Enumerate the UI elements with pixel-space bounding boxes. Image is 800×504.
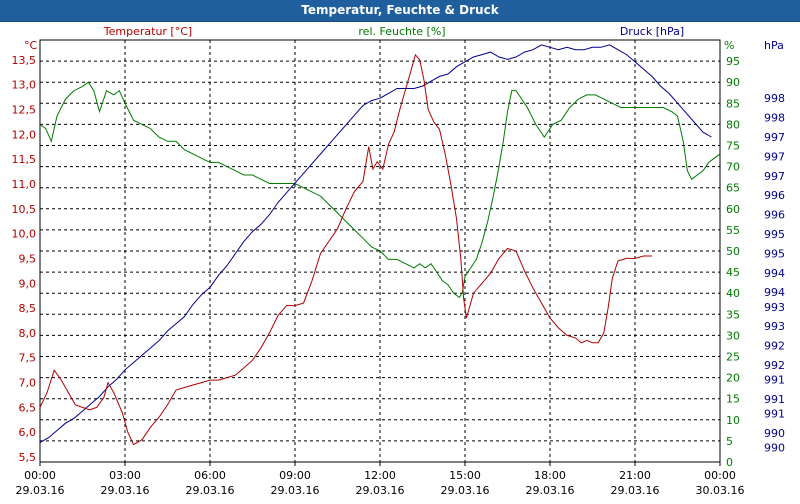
left-axis-tick-label: 11,5 <box>12 153 37 166</box>
right-axis-tick-label: 997 <box>764 131 785 144</box>
middle-axis-tick-label: 30 <box>726 329 740 342</box>
left-axis-tick-label: 7,5 <box>19 352 37 365</box>
middle-axis-tick-label: 65 <box>726 182 740 195</box>
left-axis-tick-label: 8,5 <box>19 302 37 315</box>
right-axis-tick-label: 998 <box>764 112 785 125</box>
right-axis-tick-label: 992 <box>764 340 785 353</box>
left-axis-tick-label: 12,5 <box>12 104 37 117</box>
left-axis-tick-label: 13,5 <box>12 54 37 67</box>
middle-axis-tick-label: 80 <box>726 118 740 131</box>
middle-axis-label: rel. Feuchte [%] <box>358 25 445 38</box>
middle-axis-tick-label: 55 <box>726 224 740 237</box>
chart-title: Temperatur, Feuchte & Druck <box>301 3 499 17</box>
x-axis-tick-date: 29.03.16 <box>271 484 320 497</box>
right-axis-tick-label: 993 <box>764 320 785 333</box>
pressure-series-line <box>39 44 712 444</box>
right-axis-tick-label: 995 <box>764 247 785 260</box>
middle-axis-tick-label: 95 <box>726 55 740 68</box>
left-axis-ticks: 5,5 6,0 6,5 7,0 7,5 8,0 8,5 9,0 9,5 10,0 10,5 11,0 1… <box>12 54 37 464</box>
middle-axis-tick-label: 40 <box>726 287 740 300</box>
right-axis-tick-label: 997 <box>764 150 785 163</box>
x-axis-tick-time: 03:00 <box>109 469 141 482</box>
right-axis-tick-label: 997 <box>764 170 785 183</box>
chart-svg: °C Temperatur [°C] rel. Feuchte [%] Druc… <box>12 25 786 497</box>
middle-axis-tick-label: 15 <box>726 393 740 406</box>
right-axis-tick-label: 991 <box>764 374 785 387</box>
left-axis-tick-label: 12,0 <box>12 128 37 141</box>
left-axis-label: Temperatur [°C] <box>103 25 192 38</box>
middle-axis-tick-label: 10 <box>726 414 740 427</box>
middle-axis-tick-label: 0 <box>726 456 733 469</box>
x-axis-tick-time: 21:00 <box>619 469 651 482</box>
right-axis-ticks: 9909909919919919929929939939949949959959… <box>764 92 785 454</box>
x-axis-tick-time: 18:00 <box>534 469 566 482</box>
left-axis-tick-label: 6,5 <box>19 401 37 414</box>
humidity-series-line <box>39 81 721 299</box>
x-axis-tick-time: 06:00 <box>194 469 226 482</box>
middle-axis-tick-label: 50 <box>726 245 740 258</box>
left-axis-tick-label: 11,0 <box>12 178 37 191</box>
x-axis-tick-time: 00:00 <box>704 469 736 482</box>
chart-title-bar: Temperatur, Feuchte & Druck <box>0 0 800 22</box>
right-axis-tick-label: 994 <box>764 286 785 299</box>
middle-axis-tick-label: 85 <box>726 97 740 110</box>
right-axis-tick-label: 992 <box>764 359 785 372</box>
x-axis-tick-time: 09:00 <box>279 469 311 482</box>
right-axis-tick-label: 993 <box>764 301 785 314</box>
middle-axis-tick-label: 60 <box>726 203 740 216</box>
middle-axis-tick-label: 35 <box>726 308 740 321</box>
chart-area: °C Temperatur [°C] rel. Feuchte [%] Druc… <box>0 22 800 500</box>
series-layer <box>39 44 721 446</box>
right-axis-tick-label: 996 <box>764 189 785 202</box>
x-axis-tick-date: 30.03.16 <box>696 484 745 497</box>
x-axis-tick-date: 29.03.16 <box>611 484 660 497</box>
middle-axis-tick-label: 75 <box>726 140 740 153</box>
x-axis-tick-time: 12:00 <box>364 469 396 482</box>
right-axis-tick-label: 991 <box>764 407 785 420</box>
x-axis-tick-date: 29.03.16 <box>441 484 490 497</box>
right-axis-tick-label: 995 <box>764 228 785 241</box>
left-axis-tick-label: 8,0 <box>19 327 37 340</box>
right-axis-tick-label: 994 <box>764 267 785 280</box>
left-axis-tick-label: 9,5 <box>19 252 37 265</box>
right-axis-tick-label: 991 <box>764 393 785 406</box>
right-axis-tick-label: 990 <box>764 427 785 440</box>
middle-axis-tick-label: 45 <box>726 266 740 279</box>
left-axis-unit: °C <box>24 39 38 52</box>
x-axis-tick-date: 29.03.16 <box>526 484 575 497</box>
left-axis-tick-label: 5,5 <box>19 451 37 464</box>
x-axis-tick-date: 29.03.16 <box>101 484 150 497</box>
middle-axis-tick-label: 70 <box>726 161 740 174</box>
left-axis-tick-label: 13,0 <box>12 79 37 92</box>
left-axis-tick-label: 6,0 <box>19 426 37 439</box>
x-axis-tick-time: 15:00 <box>449 469 481 482</box>
middle-axis-tick-label: 5 <box>726 435 733 448</box>
left-axis-tick-label: 7,0 <box>19 377 37 390</box>
middle-axis-ticks: 0 5 10 15 20 25 30 35 40 45 50 55 60 65 70 75 80 85 90 95 <box>726 55 740 469</box>
left-axis-tick-label: 9,0 <box>19 277 37 290</box>
temperature-series-line <box>39 53 652 446</box>
middle-axis-tick-label: 90 <box>726 76 740 89</box>
right-axis-label: Druck [hPa] <box>620 25 684 38</box>
right-axis-tick-label: 990 <box>764 441 785 454</box>
left-axis-tick-label: 10,0 <box>12 228 37 241</box>
middle-axis-tick-label: 20 <box>726 372 740 385</box>
middle-axis-tick-label: 25 <box>726 351 740 364</box>
right-axis-unit: hPa <box>764 39 784 52</box>
x-axis-ticks: 00:00 29.03.16 03:00 29.03.16 06:00 29.03.16 0… <box>16 462 745 497</box>
x-axis-tick-date: 29.03.16 <box>356 484 405 497</box>
x-axis-tick-date: 29.03.16 <box>16 484 65 497</box>
x-axis-tick-time: 00:00 <box>24 469 56 482</box>
middle-axis-unit: % <box>724 39 734 52</box>
right-axis-tick-label: 996 <box>764 209 785 222</box>
x-axis-tick-date: 29.03.16 <box>186 484 235 497</box>
right-axis-tick-label: 998 <box>764 92 785 105</box>
left-axis-tick-label: 10,5 <box>12 203 37 216</box>
